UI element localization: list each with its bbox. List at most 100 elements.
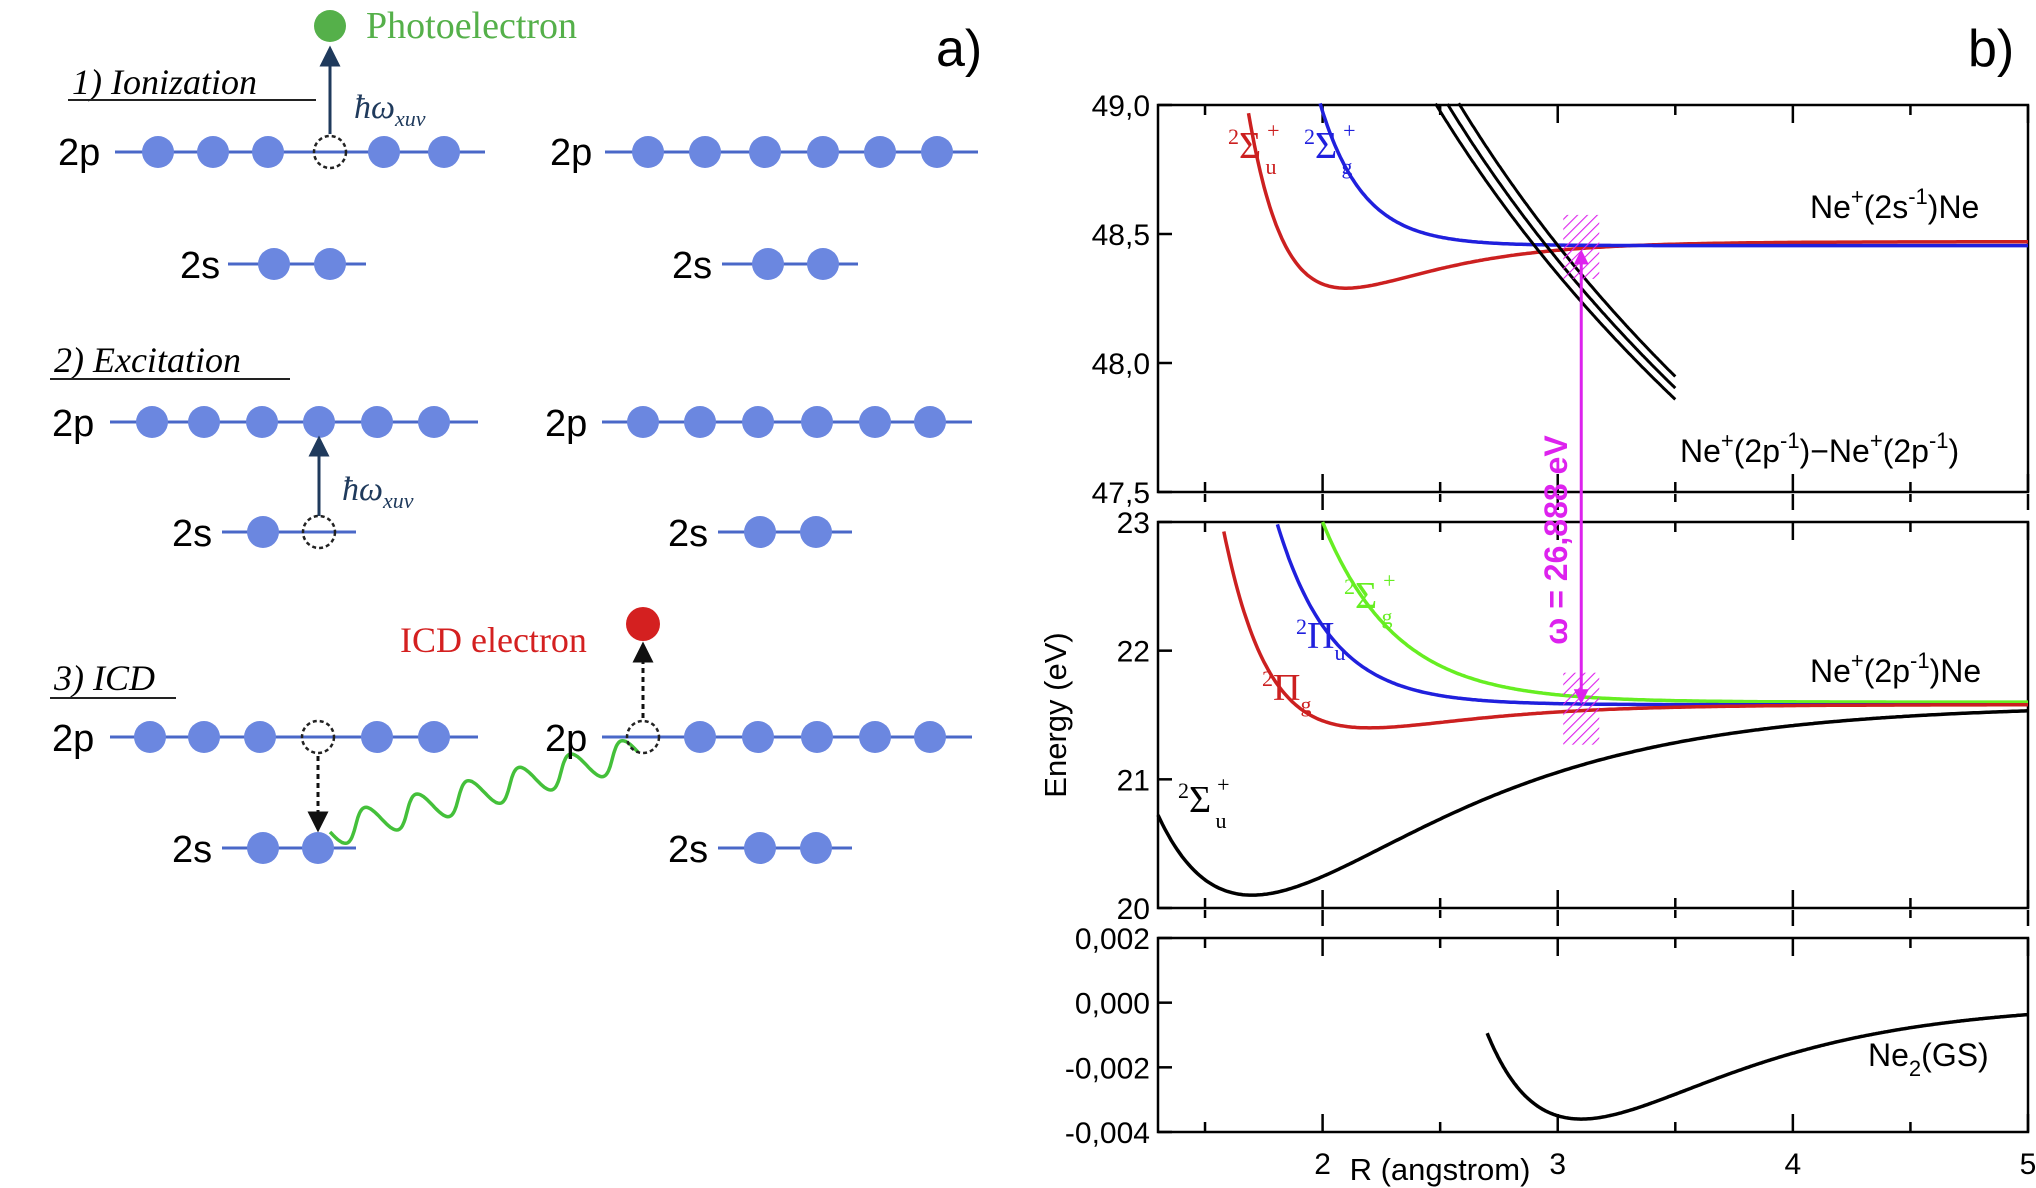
- photon-energy-label: ħωxuv: [354, 89, 426, 131]
- y-tick-label: 21: [1117, 764, 1150, 797]
- x-tick-label: 2: [1314, 1148, 1331, 1181]
- orbital-2s-label: 2s: [172, 513, 212, 555]
- x-axis-label: R (angstrom): [1350, 1152, 1531, 1187]
- omega-label: ω = 26,888 eV: [1538, 435, 1574, 645]
- electron-dot: [800, 832, 832, 864]
- label-2Pi-u: 2Πu: [1296, 614, 1345, 665]
- electron-dot: [914, 406, 946, 438]
- electron-dot: [361, 721, 393, 753]
- electron-dot: [627, 406, 659, 438]
- x-tick-label: 3: [1549, 1148, 1566, 1181]
- electron-dot: [689, 136, 721, 168]
- panel-b-label: b): [1968, 20, 2014, 78]
- electron-dot: [418, 721, 450, 753]
- y-axis-label: Energy (eV): [1038, 632, 1073, 797]
- curve-ground-state: [1485, 1012, 2029, 1121]
- electron-dot: [859, 406, 891, 438]
- step-ionization-title: 1) Ionization: [72, 62, 257, 102]
- electron-dot: [807, 248, 839, 280]
- electron-dot: [246, 406, 278, 438]
- icd-electron-dot: [626, 607, 660, 641]
- step-icd-title: 3) ICD: [53, 658, 155, 698]
- y-tick-label: 20: [1117, 893, 1150, 926]
- electron-dot: [921, 136, 953, 168]
- electron-dot: [859, 721, 891, 753]
- electron-dot: [368, 136, 400, 168]
- orbital-2p-label: 2p: [545, 718, 587, 760]
- hole-dashed-circle: [301, 514, 337, 550]
- electron-dot: [188, 406, 220, 438]
- label-limit-2p: Ne+(2p-1)Ne: [1810, 648, 1981, 689]
- orbital-2s-label: 2s: [172, 829, 212, 871]
- y-tick-label: 47,5: [1092, 477, 1150, 510]
- electron-dot: [142, 136, 174, 168]
- electron-dot: [742, 721, 774, 753]
- curve-2Sigma-g: [1320, 521, 2028, 704]
- orbital-2p-electrons: [142, 134, 460, 170]
- label-coulomb: Ne+(2p-1)−Ne+(2p-1): [1680, 428, 1959, 469]
- electron-dot: [684, 721, 716, 753]
- electron-dot: [247, 832, 279, 864]
- photon-energy-label: ħωxuv: [342, 471, 414, 513]
- photoelectron-dot: [314, 10, 346, 42]
- plot-frame: [1156, 936, 2030, 1134]
- electron-dot: [807, 136, 839, 168]
- step-excitation-title: 2) Excitation: [54, 340, 241, 380]
- plot-frame: [1156, 103, 2030, 494]
- y-tick-label: 48,0: [1092, 348, 1150, 381]
- orbital-2s-label: 2s: [180, 245, 220, 287]
- electron-dot: [744, 832, 776, 864]
- y-tick-label: 0,002: [1075, 923, 1150, 956]
- electron-dot: [136, 406, 168, 438]
- photoelectron-label: Photoelectron: [366, 5, 577, 47]
- orbital-2s-label: 2s: [672, 245, 712, 287]
- electron-dot: [744, 516, 776, 548]
- electron-dot: [252, 136, 284, 168]
- electron-dot: [801, 406, 833, 438]
- y-tick-label: -0,002: [1065, 1052, 1150, 1085]
- y-tick-label: 49,0: [1092, 90, 1150, 123]
- plot-annotations: R (angstrom) Energy (eV) ω = 26,888 eV: [1038, 214, 1600, 1187]
- electron-dot: [258, 248, 290, 280]
- electron-dot: [752, 248, 784, 280]
- hole-dashed-circle: [300, 719, 336, 755]
- panel-b-potential-curves: b) 49,0 48,5 48,0 47,5 2Σ + u 2Σ + g Ne+(2s-1)Ne Ne…: [1038, 20, 2036, 1187]
- virtual-photon-wave: [328, 738, 640, 846]
- electron-dot: [742, 406, 774, 438]
- electron-dot: [314, 248, 346, 280]
- y-tick-label: 22: [1117, 636, 1150, 669]
- electron-dot: [303, 406, 335, 438]
- label-2Sigma-u: 2Σ + u: [1228, 118, 1280, 179]
- electron-dot: [134, 721, 166, 753]
- icd-electron-label: ICD electron: [400, 620, 587, 660]
- y-tick-label: 23: [1117, 507, 1150, 540]
- label-2Sigma-u: 2Σ + u: [1178, 772, 1230, 833]
- electron-dot: [428, 136, 460, 168]
- curve-2Sigma-g: [1318, 102, 2028, 248]
- label-limit-2s: Ne+(2s-1)Ne: [1810, 184, 1979, 225]
- orbital-2s-label: 2s: [668, 513, 708, 555]
- electron-dot: [197, 136, 229, 168]
- electron-dot: [302, 832, 334, 864]
- panel-a-label: a): [936, 20, 982, 78]
- electron-dot: [749, 136, 781, 168]
- y-tick-label: 48,5: [1092, 219, 1150, 252]
- label-2Pi-g: 2Πg: [1262, 666, 1311, 717]
- orbital-2p-label: 2p: [545, 403, 587, 445]
- label-ground-state: Ne2(GS): [1868, 1037, 1989, 1081]
- label-2Sigma-g: 2Σ + g: [1304, 118, 1356, 179]
- electron-dot: [801, 721, 833, 753]
- electron-dot: [188, 721, 220, 753]
- electron-dot: [864, 136, 896, 168]
- orbital-2p-label: 2p: [52, 718, 94, 760]
- electron-dot: [632, 136, 664, 168]
- electron-dot: [800, 516, 832, 548]
- electron-dot: [361, 406, 393, 438]
- x-tick-label: 4: [1785, 1148, 1802, 1181]
- y-tick-label: -0,004: [1065, 1117, 1150, 1150]
- plot-frame: [1156, 520, 2030, 910]
- plot-bottom: 0,002 0,000 -0,002 -0,004 Ne2(GS) 2 3 4 5: [1065, 923, 2036, 1181]
- y-tick-label: 0,000: [1075, 988, 1150, 1021]
